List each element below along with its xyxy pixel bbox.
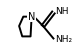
Text: NH₂: NH₂ <box>55 34 72 44</box>
Text: N: N <box>28 12 35 22</box>
Text: NH: NH <box>55 7 68 16</box>
